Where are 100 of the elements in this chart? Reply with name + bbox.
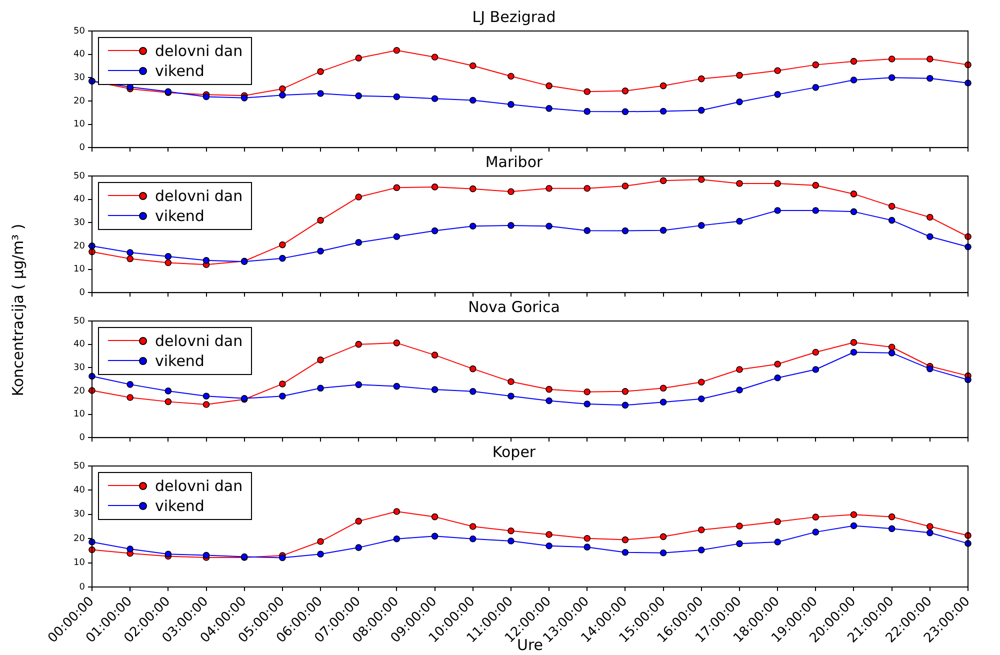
point (926, 523, 934, 530)
point (317, 216, 324, 224)
y-tick-label: 40 (74, 194, 86, 205)
point (469, 365, 476, 372)
y-tick-label: 10 (74, 558, 86, 568)
point (622, 536, 629, 544)
point (660, 177, 667, 184)
point (812, 514, 820, 520)
point (812, 348, 820, 356)
point (279, 241, 286, 248)
point (660, 549, 667, 556)
point (469, 62, 476, 70)
point (355, 239, 362, 246)
point (508, 392, 514, 400)
chart-title: LJ Bezigrad (472, 8, 556, 26)
y-tick-label: 50 (74, 171, 86, 182)
point (279, 554, 286, 562)
point (926, 529, 934, 536)
point (660, 398, 667, 406)
point (698, 378, 705, 386)
point (355, 340, 362, 348)
point (584, 388, 591, 396)
point (812, 182, 820, 189)
point (431, 513, 438, 520)
y-tick-label: 0 (79, 582, 86, 592)
point (736, 540, 743, 548)
point (393, 46, 400, 54)
point (812, 207, 820, 214)
y-tick-label: 0 (79, 288, 86, 298)
point (317, 248, 324, 254)
point (508, 72, 514, 80)
chart-title: Koper (492, 442, 536, 461)
point (622, 227, 629, 234)
point (202, 552, 210, 559)
y-tick-label: 10 (74, 410, 86, 420)
y-tick-label: 40 (74, 340, 86, 350)
point (850, 76, 858, 84)
point (279, 380, 286, 388)
point (926, 233, 934, 240)
point (431, 184, 438, 190)
point (888, 74, 896, 82)
point (888, 56, 896, 62)
y-tick-label: 50 (74, 316, 86, 326)
y-tick-label: 50 (74, 26, 86, 36)
legend-label: vikend (155, 496, 204, 516)
point (355, 518, 362, 525)
point (698, 75, 705, 82)
point (508, 101, 514, 108)
y-tick-label: 30 (74, 362, 86, 373)
point (698, 526, 705, 534)
point (317, 356, 324, 364)
y-tick-label: 10 (74, 120, 86, 130)
y-tick-label: 0 (79, 432, 86, 443)
point (812, 528, 820, 536)
point (355, 54, 362, 62)
legend-label: vikend (155, 206, 204, 226)
point (393, 508, 400, 515)
point (546, 542, 552, 550)
point (355, 92, 362, 100)
point (584, 544, 591, 550)
point (126, 249, 134, 256)
point (774, 374, 781, 382)
point (926, 214, 934, 221)
point (736, 522, 743, 530)
point (393, 535, 400, 542)
point (698, 176, 705, 183)
point (355, 381, 362, 388)
point (736, 98, 743, 106)
point (431, 95, 438, 102)
point (508, 222, 514, 229)
point (546, 82, 552, 90)
point (469, 96, 476, 104)
point (584, 227, 591, 234)
y-tick-label: 30 (74, 72, 86, 83)
point (622, 402, 629, 409)
legend-label: delovni dan (155, 476, 243, 496)
point (584, 400, 591, 408)
point (546, 397, 552, 404)
legend-label: delovni dan (155, 186, 243, 206)
point (850, 190, 858, 198)
point (660, 384, 667, 392)
point (164, 253, 172, 260)
point (393, 233, 400, 240)
legend-label: vikend (155, 61, 204, 81)
point (393, 184, 400, 192)
point (736, 386, 743, 394)
point (126, 381, 134, 388)
point (508, 527, 514, 534)
point (393, 340, 400, 346)
point (546, 105, 552, 112)
point (660, 82, 667, 90)
legend-label: delovni dan (155, 41, 243, 61)
point (317, 68, 324, 75)
point (774, 518, 781, 526)
point (202, 257, 210, 264)
y-tick-label: 20 (74, 534, 86, 544)
point (660, 226, 667, 234)
point (584, 184, 591, 192)
point (355, 544, 362, 551)
point (736, 366, 743, 373)
